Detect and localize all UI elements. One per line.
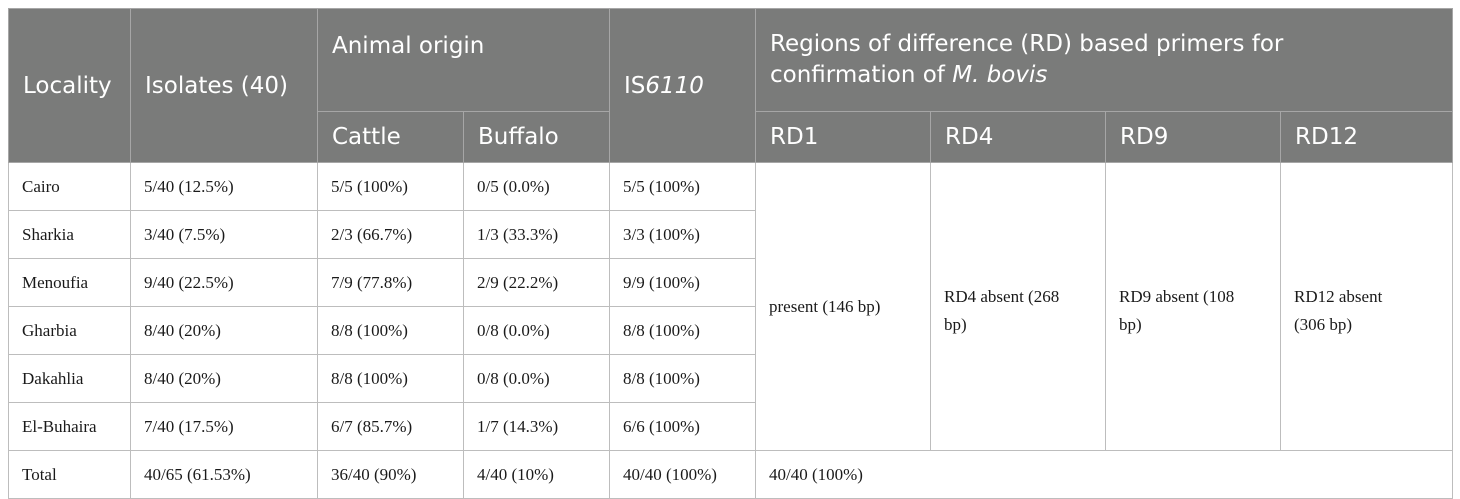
cell-is6110: 9/9 (100%) bbox=[609, 258, 757, 307]
cell-total-cattle: 36/40 (90%) bbox=[317, 450, 464, 499]
cell-locality: Gharbia bbox=[8, 306, 131, 355]
results-table-container: Locality Isolates (40) Animal origin IS6… bbox=[8, 8, 1454, 499]
header-rd12: RD12 bbox=[1280, 111, 1454, 163]
cell-buffalo: 0/5 (0.0%) bbox=[462, 162, 611, 211]
cell-isolates: 9/40 (22.5%) bbox=[130, 258, 318, 307]
cell-locality: El-Buhaira bbox=[8, 402, 131, 451]
cell-cattle: 8/8 (100%) bbox=[317, 306, 464, 355]
table-row: Cairo 5/40 (12.5%) 5/5 (100%) 0/5 (0.0%)… bbox=[8, 162, 1454, 451]
header-is6110-prefix: IS bbox=[624, 72, 646, 99]
cell-locality: Dakahlia bbox=[8, 354, 131, 403]
cell-cattle: 5/5 (100%) bbox=[317, 162, 464, 211]
header-rd-title-species: M. bovis bbox=[952, 62, 1048, 88]
cell-rd12: RD12 absent (306 bp) bbox=[1280, 162, 1454, 451]
results-table: Locality Isolates (40) Animal origin IS6… bbox=[8, 8, 1454, 499]
cell-total-buffalo: 4/40 (10%) bbox=[462, 450, 611, 499]
table-row: Gharbia 8/40 (20%) 8/8 (100%) 0/8 (0.0%)… bbox=[8, 306, 1453, 355]
cell-total-isolates: 40/65 (61.53%) bbox=[130, 450, 318, 499]
cell-isolates: 7/40 (17.5%) bbox=[130, 402, 318, 451]
cell-locality: Menoufia bbox=[8, 258, 131, 307]
header-rd-title: Regions of difference (RD) based primers… bbox=[755, 8, 1454, 112]
cell-isolates: 8/40 (20%) bbox=[130, 354, 318, 403]
header-rd-title-line1: Regions of difference (RD) based primers… bbox=[770, 31, 1284, 57]
cell-cattle: 2/3 (66.7%) bbox=[317, 210, 464, 259]
cell-buffalo: 1/7 (14.3%) bbox=[462, 402, 611, 451]
cell-rd9: RD9 absent (108 bp) bbox=[1105, 162, 1282, 451]
cell-is6110: 3/3 (100%) bbox=[609, 210, 757, 259]
cell-total-label: Total bbox=[8, 450, 131, 499]
header-buffalo: Buffalo bbox=[462, 111, 611, 163]
cell-isolates: 5/40 (12.5%) bbox=[130, 162, 318, 211]
cell-rd1: present (146 bp) bbox=[755, 162, 932, 451]
table-row: El-Buhaira 7/40 (17.5%) 6/7 (85.7%) 1/7 … bbox=[8, 402, 1453, 451]
total-row: Total 40/65 (61.53%) 36/40 (90%) 4/40 (1… bbox=[8, 450, 1454, 499]
cell-rd4: RD4 absent (268 bp) bbox=[930, 162, 1107, 451]
header-locality: Locality bbox=[8, 8, 131, 163]
cell-buffalo: 0/8 (0.0%) bbox=[462, 354, 611, 403]
header-rd1: RD1 bbox=[755, 111, 932, 163]
cell-total-rd: 40/40 (100%) bbox=[755, 450, 1454, 499]
cell-locality: Sharkia bbox=[8, 210, 131, 259]
cell-cattle: 8/8 (100%) bbox=[317, 354, 464, 403]
cell-is6110: 8/8 (100%) bbox=[609, 354, 757, 403]
cell-locality: Cairo bbox=[8, 162, 131, 211]
cell-total-is6110: 40/40 (100%) bbox=[609, 450, 757, 499]
header-rd9: RD9 bbox=[1105, 111, 1282, 163]
header-row-2: Cattle Buffalo RD1 RD4 RD9 RD12 bbox=[9, 111, 1454, 163]
header-is6110-suffix: 6110 bbox=[645, 72, 704, 99]
cell-is6110: 6/6 (100%) bbox=[609, 402, 757, 451]
cell-is6110: 5/5 (100%) bbox=[609, 162, 757, 211]
table-row: Sharkia 3/40 (7.5%) 2/3 (66.7%) 1/3 (33.… bbox=[8, 210, 1453, 259]
cell-cattle: 6/7 (85.7%) bbox=[317, 402, 464, 451]
header-is6110: IS6110 bbox=[609, 8, 757, 163]
header-row-1: Locality Isolates (40) Animal origin IS6… bbox=[8, 8, 1454, 163]
cell-isolates: 8/40 (20%) bbox=[130, 306, 318, 355]
cell-isolates: 3/40 (7.5%) bbox=[130, 210, 318, 259]
cell-buffalo: 0/8 (0.0%) bbox=[462, 306, 611, 355]
cell-buffalo: 1/3 (33.3%) bbox=[462, 210, 611, 259]
cell-buffalo: 2/9 (22.2%) bbox=[462, 258, 611, 307]
header-animal-origin: Animal origin bbox=[316, 8, 611, 112]
cell-cattle: 7/9 (77.8%) bbox=[317, 258, 464, 307]
table-row: Menoufia 9/40 (22.5%) 7/9 (77.8%) 2/9 (2… bbox=[8, 258, 1453, 307]
header-cattle: Cattle bbox=[317, 111, 464, 163]
header-isolates: Isolates (40) bbox=[130, 8, 318, 163]
cell-is6110: 8/8 (100%) bbox=[609, 306, 757, 355]
header-rd-title-line2: confirmation of bbox=[770, 62, 953, 88]
header-rd4: RD4 bbox=[930, 111, 1107, 163]
